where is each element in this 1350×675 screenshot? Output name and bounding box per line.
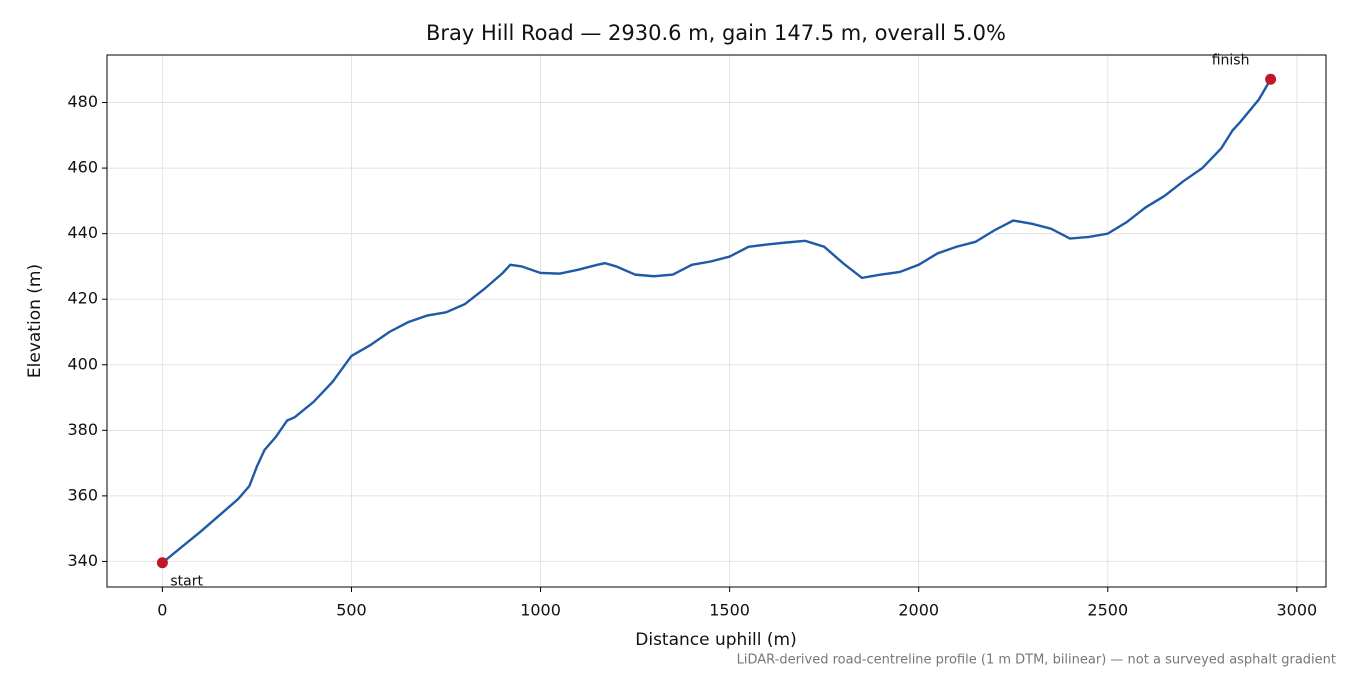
endpoint-label: finish <box>1212 52 1250 68</box>
y-tick-label: 480 <box>67 92 98 111</box>
x-tick-label: 500 <box>336 601 367 620</box>
x-tick-label: 3000 <box>1276 601 1317 620</box>
x-tick-label: 1500 <box>709 601 750 620</box>
x-axis-label: Distance uphill (m) <box>635 630 796 650</box>
y-tick-label: 460 <box>67 158 98 177</box>
y-tick-label: 340 <box>67 551 98 570</box>
y-axis-label: Elevation (m) <box>25 264 45 378</box>
x-tick-label: 1000 <box>520 601 561 620</box>
plot-frame <box>106 54 1327 588</box>
y-tick-label: 360 <box>67 485 98 504</box>
y-tick-label: 400 <box>67 354 98 373</box>
endpoint-marker <box>1265 73 1277 85</box>
elevation-line <box>161 78 1272 564</box>
footnote: LiDAR-derived road-centreline profile (1… <box>737 653 1336 668</box>
x-tick-label: 2500 <box>1087 601 1128 620</box>
endpoint-marker <box>156 557 168 569</box>
x-tick-label: 0 <box>157 601 167 620</box>
y-tick-label: 440 <box>67 223 98 242</box>
endpoint-label: start <box>170 574 203 590</box>
x-tick-label: 2000 <box>898 601 939 620</box>
chart-title: Bray Hill Road — 2930.6 m, gain 147.5 m,… <box>426 21 1006 45</box>
y-tick-label: 380 <box>67 420 98 439</box>
y-tick-label: 420 <box>67 289 98 308</box>
